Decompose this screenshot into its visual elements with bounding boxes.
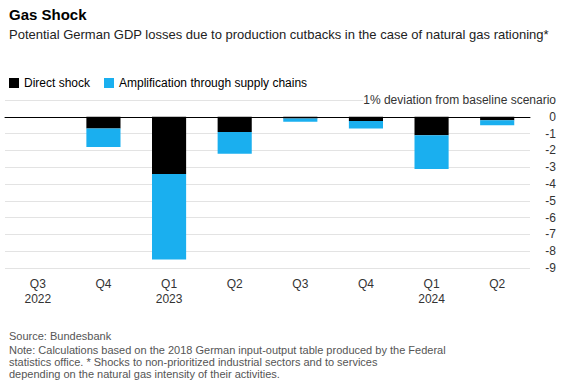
svg-text:2024: 2024	[418, 292, 445, 306]
svg-text:Q2: Q2	[489, 277, 505, 291]
svg-text:0: 0	[549, 110, 556, 124]
svg-text:-4: -4	[545, 177, 556, 191]
svg-text:Q1: Q1	[424, 277, 440, 291]
svg-text:-9: -9	[545, 261, 556, 275]
svg-text:Q3: Q3	[30, 277, 46, 291]
svg-text:Direct shock: Direct shock	[24, 76, 91, 90]
svg-text:statistics office. * Shocks to: statistics office. * Shocks to non-prior…	[9, 356, 381, 368]
svg-text:Q4: Q4	[358, 277, 374, 291]
svg-text:2022: 2022	[24, 292, 51, 306]
svg-text:-7: -7	[545, 227, 556, 241]
svg-text:-5: -5	[545, 194, 556, 208]
svg-text:depending on the natural gas i: depending on the natural gas intensity o…	[9, 368, 280, 380]
svg-text:-1: -1	[545, 127, 556, 141]
svg-text:1% deviation from baseline sce: 1% deviation from baseline scenario	[363, 93, 556, 107]
svg-text:Amplification through supply c: Amplification through supply chains	[119, 76, 307, 90]
svg-text:-3: -3	[545, 160, 556, 174]
svg-text:Source: Bundesbank: Source: Bundesbank	[9, 330, 112, 342]
svg-text:Q2: Q2	[227, 277, 243, 291]
svg-text:Note: Calculations based on th: Note: Calculations based on the 2018 Ger…	[9, 344, 449, 356]
svg-text:Q4: Q4	[95, 277, 111, 291]
svg-text:Q1: Q1	[161, 277, 177, 291]
svg-text:-8: -8	[545, 244, 556, 258]
svg-text:Q3: Q3	[292, 277, 308, 291]
svg-text:-6: -6	[545, 211, 556, 225]
svg-text:2023: 2023	[156, 292, 183, 306]
svg-text:-2: -2	[545, 143, 556, 157]
svg-text:Gas Shock: Gas Shock	[9, 6, 87, 23]
svg-text:Potential German GDP losses du: Potential German GDP losses due to produ…	[9, 27, 549, 42]
